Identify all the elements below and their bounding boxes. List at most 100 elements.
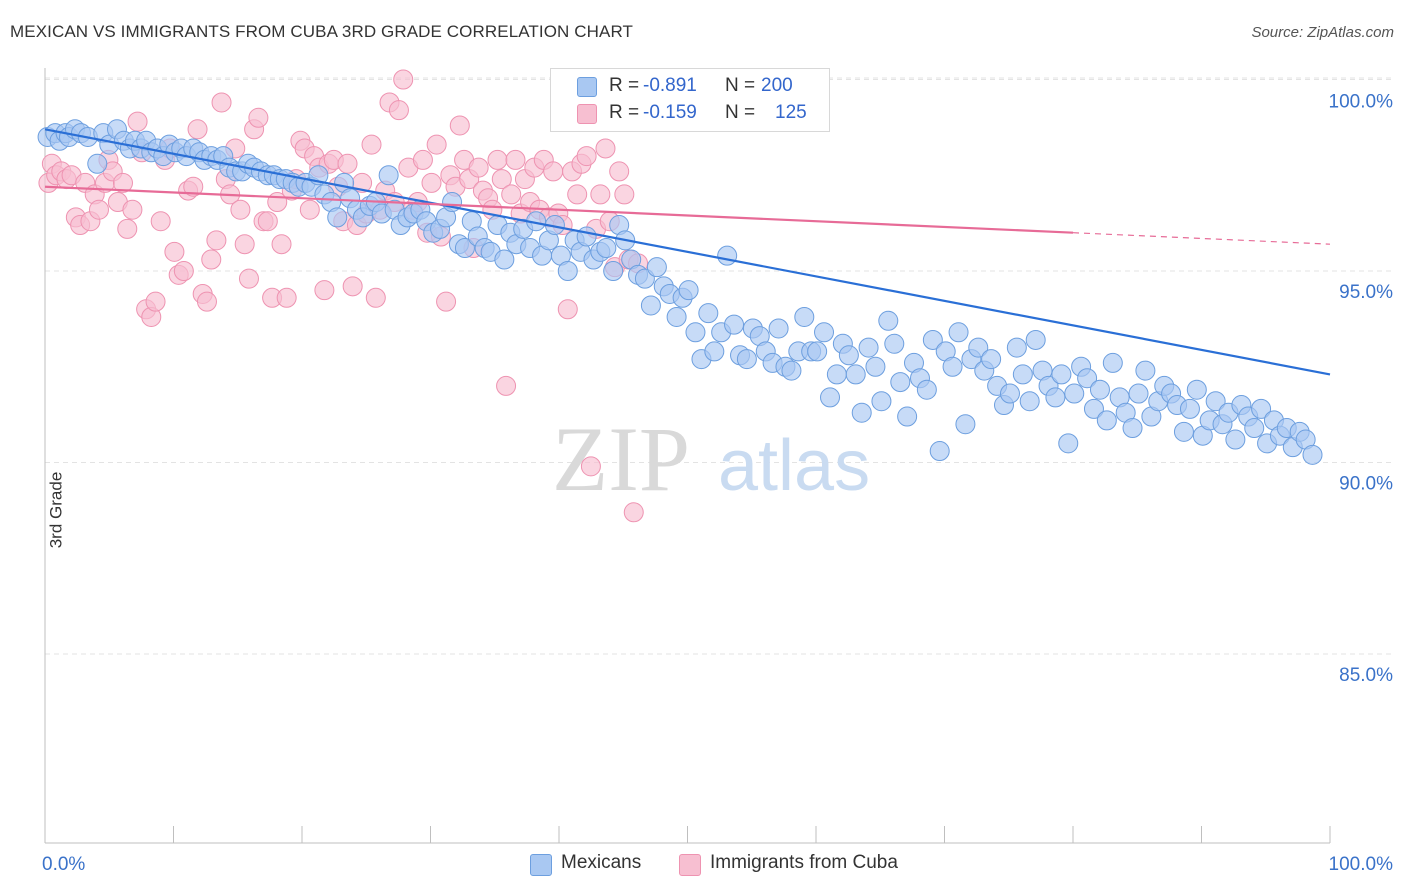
cuba-point [276, 287, 297, 308]
cuba-point [388, 100, 409, 121]
mexicans-point [1179, 398, 1200, 419]
x-tick-label-end: 100.0% [1329, 854, 1394, 875]
mexicans-point [1006, 337, 1027, 358]
mexicans-point [1077, 368, 1098, 389]
cuba-point [491, 169, 512, 190]
mexicans-point [1012, 364, 1033, 385]
cuba-point [449, 115, 470, 136]
cuba-point [257, 211, 278, 232]
x-tick-label-start: 0.0% [42, 854, 85, 875]
cuba-point [88, 199, 109, 220]
tick-labels: 100.0% 95.0% 90.0% 85.0% 0.0% 100.0% [42, 92, 1393, 876]
cuba-point [117, 218, 138, 239]
cuba-point [426, 134, 447, 155]
cuba-point [623, 502, 644, 523]
cuba-trend-extension [1072, 232, 1331, 245]
cuba-point [412, 149, 433, 170]
cuba-point [196, 291, 217, 312]
mexicans-point [1019, 391, 1040, 412]
mexicans-point [794, 306, 815, 327]
mexicans-point [916, 379, 937, 400]
mexicans-point [1096, 410, 1117, 431]
mexicans-point [781, 360, 802, 381]
mexicans-point [685, 322, 706, 343]
legend-label-mexicans: Mexicans [561, 852, 642, 873]
cuba-point [314, 280, 335, 301]
mexicans-point [981, 349, 1002, 370]
cuba-point [393, 69, 414, 90]
series-mexicans-points [37, 119, 1323, 465]
mexicans-point [1089, 379, 1110, 400]
mexicans-point [698, 303, 719, 324]
trend-lines [44, 128, 1331, 376]
mexicans-point [871, 391, 892, 412]
stats-n-value: 125 [775, 102, 807, 123]
mexicans-point [897, 406, 918, 427]
cuba-point [337, 153, 358, 174]
mexicans-point [596, 238, 617, 259]
mexicans-point [1173, 421, 1194, 442]
cuba-point [496, 375, 517, 396]
mexicans-point [968, 337, 989, 358]
cuba-point [365, 287, 386, 308]
stats-r-value: -0.159 [643, 102, 697, 123]
source-label[interactable]: Source: ZipAtlas.com [1251, 24, 1394, 41]
mexicans-point [1083, 398, 1104, 419]
cuba-point [112, 172, 133, 193]
y-tick-label: 90.0% [1339, 474, 1393, 495]
mexicans-point [1225, 429, 1246, 450]
mexicans-point [1186, 379, 1207, 400]
mexicans-point [1122, 418, 1143, 439]
mexicans-point [1244, 418, 1265, 439]
mexicans-point [948, 322, 969, 343]
cuba-point [543, 161, 564, 182]
mexicans-point [666, 306, 687, 327]
watermark-atlas: atlas [718, 426, 870, 506]
cuba-point [436, 291, 457, 312]
stats-n-label: N = [725, 75, 756, 96]
mexicans-point [838, 345, 859, 366]
cuba-point [211, 92, 232, 113]
y-tick-label: 85.0% [1339, 665, 1393, 686]
mexicans-point [1051, 364, 1072, 385]
stats-r-label: R = [609, 75, 640, 96]
stats-r-value: -0.891 [643, 75, 697, 96]
mexicans-point [640, 295, 661, 316]
cuba-point [342, 276, 363, 297]
cuba-point [187, 119, 208, 140]
cuba-point [299, 199, 320, 220]
mexicans-point [1135, 360, 1156, 381]
watermark: ZIP atlas [552, 408, 870, 510]
cuba-point [595, 138, 616, 159]
mexicans-point [807, 341, 828, 362]
mexicans-point [1025, 329, 1046, 350]
mexicans-point [87, 153, 108, 174]
mexicans-point [1102, 352, 1123, 373]
cuba-point [580, 456, 601, 477]
mexicans-point [890, 372, 911, 393]
cuba-point [609, 161, 630, 182]
cuba-point [248, 107, 269, 128]
cuba-point [234, 234, 255, 255]
mexicans-point [1045, 387, 1066, 408]
mexicans-point [929, 441, 950, 462]
mexicans-point [678, 280, 699, 301]
mexicans-point [1064, 383, 1085, 404]
cuba-point [361, 134, 382, 155]
cuba-point [501, 184, 522, 205]
watermark-zip: ZIP [552, 408, 690, 510]
mexicans-point [704, 341, 725, 362]
mexicans-point [378, 165, 399, 186]
mexicans-point [884, 333, 905, 354]
mexicans-point [942, 356, 963, 377]
cuba-point [590, 184, 611, 205]
mexicans-point [494, 249, 515, 270]
cuba-point [127, 111, 148, 132]
mexicans-point [858, 337, 879, 358]
mexicans-point [955, 414, 976, 435]
mexicans-point [1128, 383, 1149, 404]
cuba-point [206, 230, 227, 251]
stats-box: R = -0.891 N = 200 R = -0.159 N = 125 [550, 68, 830, 132]
mexicans-point [826, 364, 847, 385]
